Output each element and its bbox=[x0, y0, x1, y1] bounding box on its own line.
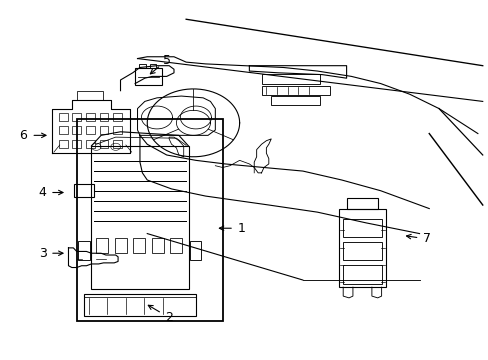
Bar bbox=[77, 91, 103, 100]
Bar bbox=[113, 126, 122, 134]
Bar bbox=[86, 126, 95, 134]
Bar bbox=[74, 184, 94, 197]
Bar bbox=[339, 208, 385, 287]
Text: 4: 4 bbox=[39, 186, 46, 199]
Bar bbox=[86, 113, 95, 121]
Bar bbox=[133, 238, 145, 253]
Text: 7: 7 bbox=[422, 233, 430, 246]
Bar bbox=[113, 140, 122, 148]
Bar bbox=[91, 146, 188, 289]
Bar bbox=[190, 241, 201, 260]
Bar bbox=[135, 68, 162, 85]
Bar bbox=[139, 64, 145, 68]
Bar bbox=[271, 96, 319, 105]
Bar bbox=[113, 113, 122, 121]
Bar bbox=[96, 238, 108, 253]
Text: 2: 2 bbox=[165, 311, 173, 324]
Bar bbox=[86, 140, 95, 148]
Bar bbox=[77, 119, 222, 321]
Bar bbox=[59, 140, 67, 148]
Bar bbox=[78, 241, 90, 260]
Bar bbox=[72, 113, 81, 121]
Text: 6: 6 bbox=[20, 129, 27, 142]
Text: 5: 5 bbox=[163, 54, 170, 67]
Bar bbox=[261, 74, 319, 84]
Bar bbox=[261, 86, 329, 95]
Bar bbox=[346, 198, 377, 208]
Bar bbox=[84, 294, 196, 316]
Text: 1: 1 bbox=[238, 222, 245, 235]
Bar bbox=[72, 126, 81, 134]
Bar bbox=[151, 238, 163, 253]
Bar bbox=[100, 113, 108, 121]
Bar bbox=[343, 265, 381, 284]
Bar bbox=[72, 140, 81, 148]
Bar bbox=[100, 126, 108, 134]
Bar bbox=[343, 242, 381, 260]
Bar bbox=[59, 113, 67, 121]
Bar bbox=[170, 238, 182, 253]
Bar bbox=[115, 238, 126, 253]
Bar bbox=[59, 126, 67, 134]
Bar bbox=[343, 219, 381, 237]
Bar bbox=[149, 64, 156, 68]
Text: 3: 3 bbox=[39, 247, 46, 260]
Bar bbox=[100, 140, 108, 148]
